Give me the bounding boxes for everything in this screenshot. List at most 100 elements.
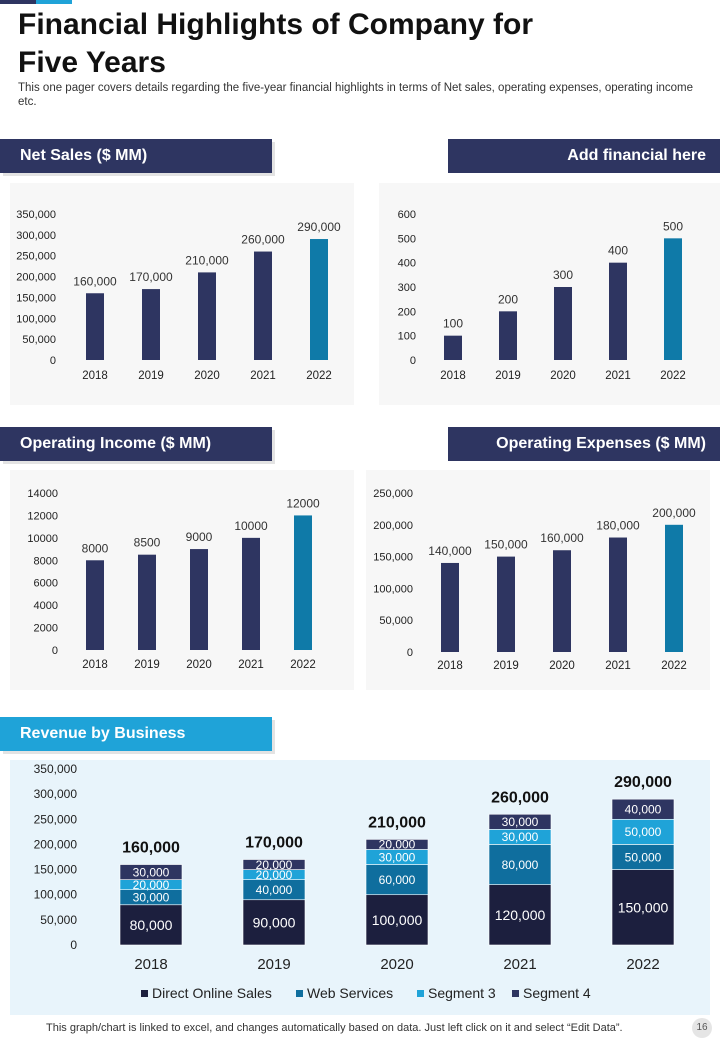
segment-value-label: 60,000 [379, 873, 416, 887]
top-accent-navy [0, 0, 36, 4]
bar-value-label: 8500 [134, 536, 161, 550]
segment-bar-2019-0 [242, 899, 306, 946]
segment-bar-2022-0 [611, 869, 675, 946]
y-tick-label: 500 [398, 233, 416, 245]
y-tick-label: 200 [398, 306, 416, 318]
segment-value-label: 20,000 [256, 868, 293, 882]
x-tick-label: 2018 [440, 370, 466, 382]
x-tick-label: 2020 [549, 660, 575, 672]
segment-bar-2020-1 [365, 864, 429, 896]
bar-value-label: 100 [443, 317, 463, 331]
segment-value-label: 50,000 [625, 825, 662, 839]
y-tick-label: 150,000 [373, 552, 413, 564]
y-tick-label: 12000 [27, 510, 58, 522]
bar-value-label: 500 [663, 219, 683, 233]
x-tick-label: 2020 [186, 659, 212, 671]
segment-value-label: 80,000 [130, 917, 173, 933]
bar-2021 [609, 262, 627, 360]
segment-total-label: 290,000 [614, 774, 672, 791]
y-tick-label: 300,000 [16, 230, 56, 242]
legend-label: Segment 3 [428, 985, 496, 1001]
bar-2021 [242, 537, 260, 650]
bar-value-label: 400 [608, 244, 628, 258]
segment-total-label: 210,000 [368, 814, 426, 831]
y-tick-label: 250,000 [373, 488, 413, 500]
x-tick-label: 2021 [238, 659, 264, 671]
page-subtitle: This one pager covers details regarding … [18, 82, 694, 108]
bar-2018 [444, 335, 462, 360]
segment-bar-2020-3 [365, 839, 429, 850]
bar-2022 [664, 238, 682, 360]
bar-2018 [441, 562, 459, 652]
legend-swatch [512, 990, 519, 997]
y-tick-label: 400 [398, 258, 416, 270]
bar-2020 [198, 272, 216, 360]
segment-bar-2018-3 [119, 864, 183, 880]
x-tick-label: 2022 [661, 660, 687, 672]
y-tick-label: 10000 [27, 533, 58, 545]
y-tick-label: 200,000 [373, 520, 413, 532]
x-tick-label: 2022 [290, 659, 316, 671]
page-title-line-1: Financial Highlights of Company for [18, 8, 534, 41]
bar-2022 [665, 524, 683, 652]
y-tick-label: 100 [398, 331, 416, 343]
bar-value-label: 170,000 [129, 270, 173, 284]
bar-2019 [497, 556, 515, 652]
y-tick-label: 200,000 [16, 272, 56, 284]
segment-bar-2021-1 [488, 844, 552, 885]
y-tick-label: 6000 [34, 578, 58, 590]
x-tick-label: 2018 [437, 660, 463, 672]
x-tick-label: 2020 [550, 370, 576, 382]
segment-value-label: 80,000 [502, 858, 539, 872]
bar-2022 [310, 239, 328, 360]
bar-2021 [254, 251, 272, 360]
add-financial-chart-panel: 0 100 200 300 400 500 600 100 2018 200 2019 300 2020… [379, 183, 720, 405]
segment-value-label: 20,000 [379, 838, 416, 852]
y-tick-label: 100,000 [34, 888, 78, 902]
bar-value-label: 9000 [186, 530, 213, 544]
operating-income-chart-panel: 0 2000 4000 6000 8000 10000 12000 14000 8000 2018… [10, 470, 354, 690]
page-title-line-2: Five Years [18, 46, 166, 79]
segment-total-label: 160,000 [122, 840, 180, 857]
bar-value-label: 200 [498, 292, 518, 306]
bar-2021 [609, 537, 627, 652]
section-header-operating-expenses: Operating Expenses ($ MM) [448, 427, 720, 461]
bar-value-label: 180,000 [596, 519, 640, 533]
segment-bar-2021-0 [488, 884, 552, 946]
x-tick-label: 2019 [138, 370, 164, 382]
y-tick-label: 8000 [34, 555, 58, 567]
segment-value-label: 30,000 [379, 850, 416, 864]
y-tick-label: 150,000 [16, 292, 56, 304]
x-tick-label: 2020 [380, 956, 413, 973]
net-sales-chart-panel: 0 50,000 100,000 150,000 200,000 250,000 300,0… [10, 183, 354, 405]
section-header-revenue-segments: Revenue by Business Segments [0, 717, 272, 776]
segment-value-label: 30,000 [502, 815, 539, 829]
x-tick-label: 2022 [660, 370, 686, 382]
segment-value-label: 20,000 [133, 878, 170, 892]
bar-value-label: 160,000 [73, 274, 117, 288]
x-tick-label: 2020 [194, 370, 220, 382]
y-tick-label: 0 [52, 645, 58, 657]
segment-bar-2022-1 [611, 844, 675, 870]
bar-value-label: 210,000 [185, 253, 229, 267]
y-tick-label: 600 [398, 209, 416, 221]
section-header-net-sales: Net Sales ($ MM) [0, 139, 272, 173]
segment-total-label: 170,000 [245, 835, 303, 852]
y-tick-label: 300,000 [34, 787, 78, 801]
legend-swatch [141, 990, 148, 997]
legend-label: Segment 4 [523, 985, 591, 1001]
y-tick-label: 150,000 [34, 863, 78, 877]
bar-value-label: 12000 [286, 496, 320, 510]
legend-swatch [417, 990, 424, 997]
x-tick-label: 2018 [82, 370, 108, 382]
y-tick-label: 4000 [34, 600, 58, 612]
page-number: 16 [692, 1018, 712, 1038]
y-tick-label: 50,000 [22, 334, 56, 346]
bar-2018 [86, 293, 104, 360]
bar-value-label: 160,000 [540, 531, 584, 545]
y-tick-label: 0 [50, 355, 56, 367]
y-tick-label: 250,000 [34, 812, 78, 826]
x-tick-label: 2021 [605, 660, 631, 672]
y-tick-label: 0 [407, 647, 413, 659]
segment-value-label: 50,000 [625, 850, 662, 864]
